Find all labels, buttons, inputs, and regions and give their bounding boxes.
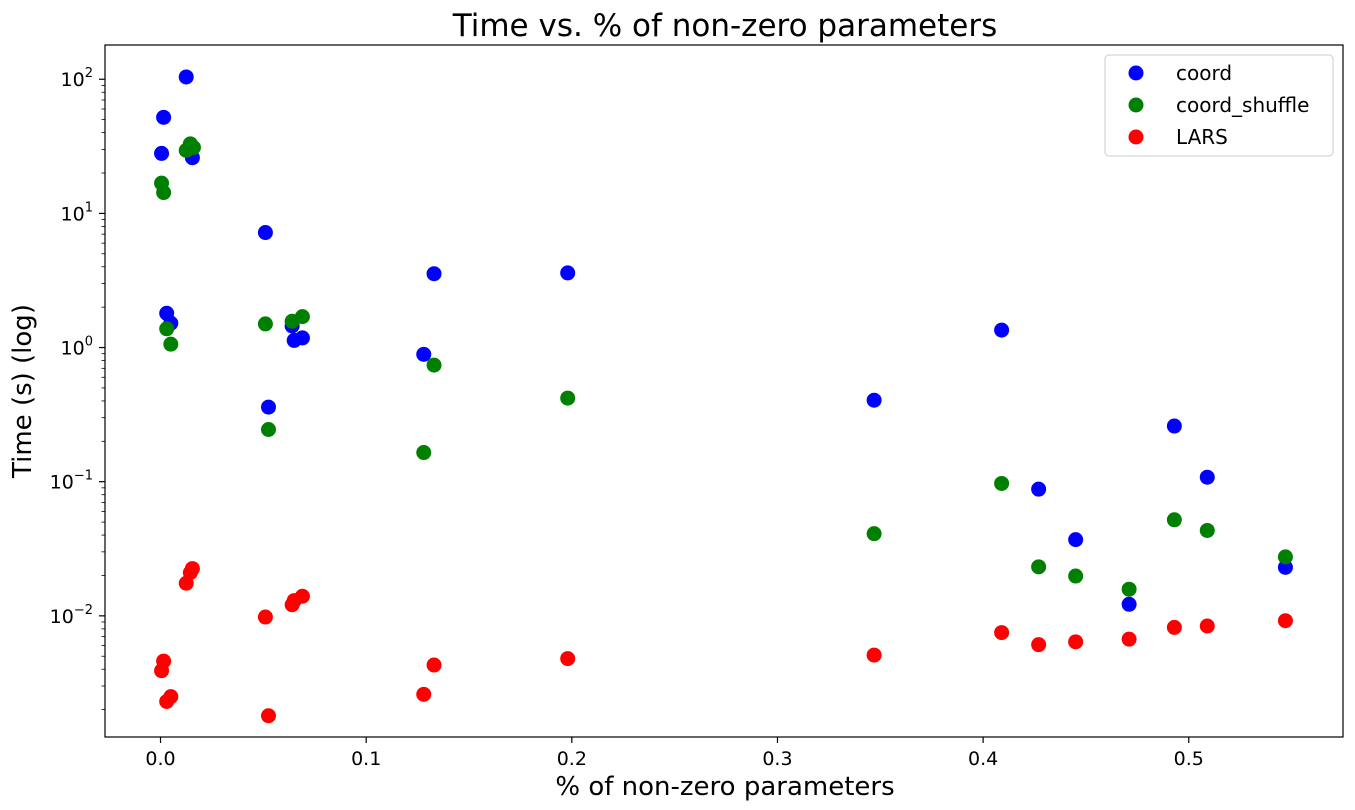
data-point [163,689,179,705]
data-point [1199,618,1215,634]
data-point [994,625,1010,641]
data-point [416,445,432,461]
x-tick-label: 0.1 [351,748,381,770]
data-point [1121,581,1137,597]
data-point [426,657,442,673]
data-point [866,647,882,663]
data-point [1166,418,1182,434]
data-point [1031,637,1047,653]
series-lars [154,561,1293,724]
data-point [185,139,201,155]
data-point [1166,619,1182,635]
data-point [1199,522,1215,538]
data-point [178,69,194,85]
x-tick-label: 0.5 [1174,748,1204,770]
data-point [184,561,200,577]
chart-title: Time vs. % of non-zero parameters [452,8,997,44]
data-point [1121,631,1137,647]
data-point [994,475,1010,491]
y-tick-label: 102 [61,66,93,91]
y-axis-label: Time (s) (log) [8,304,38,479]
x-axis-label: % of non-zero parameters [555,772,894,802]
data-point [1277,549,1293,565]
y-tick-label: 10−1 [50,469,93,494]
series-coord-shuffle [154,136,1293,597]
data-point [1031,481,1047,497]
data-point [1277,559,1293,575]
x-tick-label: 0.0 [145,748,175,770]
data-point [257,225,273,241]
x-tick-label: 0.4 [968,748,998,770]
data-point [156,109,172,125]
data-point [1068,634,1084,650]
data-point [426,266,442,282]
data-point [294,588,310,604]
data-point [1068,532,1084,548]
y-axis-minor-ticks [101,84,105,711]
data-point [560,390,576,406]
data-point [163,336,179,352]
data-point [294,309,310,325]
data-point [416,686,432,702]
data-point [156,185,172,201]
legend-label: coord [1176,61,1232,85]
data-point [416,346,432,362]
data-point [560,265,576,281]
legend-marker [1128,65,1144,81]
data-point [426,357,442,373]
y-tick-label: 10−2 [50,603,93,628]
data-point [1121,596,1137,612]
data-point [560,651,576,667]
data-point [1199,469,1215,485]
y-tick-label: 100 [61,335,93,360]
plot-points [154,69,1293,724]
y-axis-ticks: 10−2 10−1 100 101 102 [50,66,105,628]
data-point [156,653,172,669]
data-point [994,322,1010,338]
data-point [1031,559,1047,575]
data-point [260,421,276,437]
x-tick-label: 0.3 [762,748,792,770]
y-tick-label: 101 [61,200,93,225]
data-point [260,399,276,415]
legend-entries: coord coord_shuffle LARS [1128,61,1309,149]
data-point [257,609,273,625]
legend-label: coord_shuffle [1176,93,1309,117]
legend-marker [1128,97,1144,113]
legend: coord coord_shuffle LARS [1104,54,1334,157]
x-tick-label: 0.2 [557,748,587,770]
legend-label: LARS [1176,125,1228,149]
data-point [1166,512,1182,528]
data-point [1068,568,1084,584]
data-point [1277,613,1293,629]
legend-box [1104,54,1334,157]
data-point [260,708,276,724]
x-axis-ticks: 0.0 0.1 0.2 0.3 0.4 0.5 [145,737,1204,770]
data-point [154,145,170,161]
data-point [866,392,882,408]
data-point [257,316,273,332]
legend-marker [1128,129,1144,145]
plot-frame [104,44,1344,738]
data-point [294,330,310,346]
data-point [159,321,175,337]
data-point [866,526,882,542]
